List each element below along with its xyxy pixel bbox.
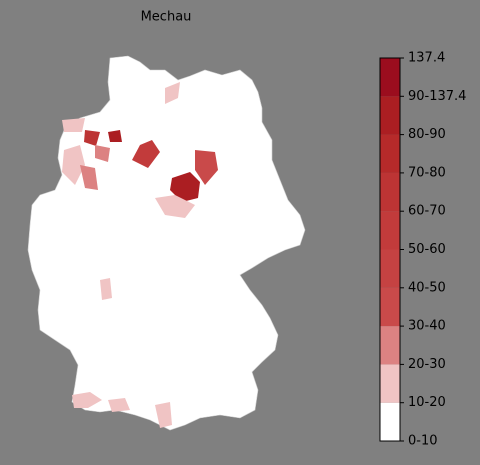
- colorbar-label: 20-30: [408, 357, 446, 372]
- colorbar-segment: [380, 134, 400, 173]
- region: [80, 165, 98, 190]
- region: [108, 130, 122, 142]
- region: [132, 140, 160, 168]
- colorbar-frame: [379, 57, 401, 442]
- region: [165, 82, 180, 104]
- colorbar-segment: [380, 249, 400, 288]
- colorbar-segment: [380, 326, 400, 365]
- colorbar: 0-10 10-20 20-30 30-40 40-50 50-60 60-70 70-80 8…: [380, 51, 466, 449]
- region: [95, 145, 110, 162]
- region: [100, 278, 112, 300]
- region: [62, 145, 85, 185]
- region: [195, 150, 218, 185]
- colorbar-segment: [380, 364, 400, 403]
- region: [155, 402, 172, 428]
- colorbar-label: 30-40: [408, 319, 446, 334]
- colorbar-label: 70-80: [408, 165, 446, 180]
- colorbar-segment: [380, 58, 400, 97]
- colorbar-label: 137.4: [408, 51, 445, 66]
- colorbar-label: 50-60: [408, 242, 446, 257]
- region: [108, 398, 130, 412]
- colorbar-label: 40-50: [408, 280, 446, 295]
- map-title: Mechau: [141, 10, 192, 25]
- colorbar-label: 90-137.4: [408, 89, 466, 104]
- colorbar-segment: [380, 172, 400, 212]
- region: [62, 118, 85, 132]
- colorbar-label: 60-70: [408, 204, 446, 219]
- colorbar-segment: [380, 211, 400, 250]
- region: [155, 195, 195, 218]
- region: [170, 172, 200, 202]
- colorbar-label: 80-90: [408, 127, 446, 142]
- colorbar-segment: [380, 402, 400, 441]
- colorbar-segment: [380, 96, 400, 135]
- region: [84, 130, 100, 146]
- region: [72, 392, 102, 408]
- colorbar-segment: [380, 287, 400, 327]
- colorbar-label: 0-10: [408, 434, 438, 449]
- colorbar-label: 10-20: [408, 395, 446, 410]
